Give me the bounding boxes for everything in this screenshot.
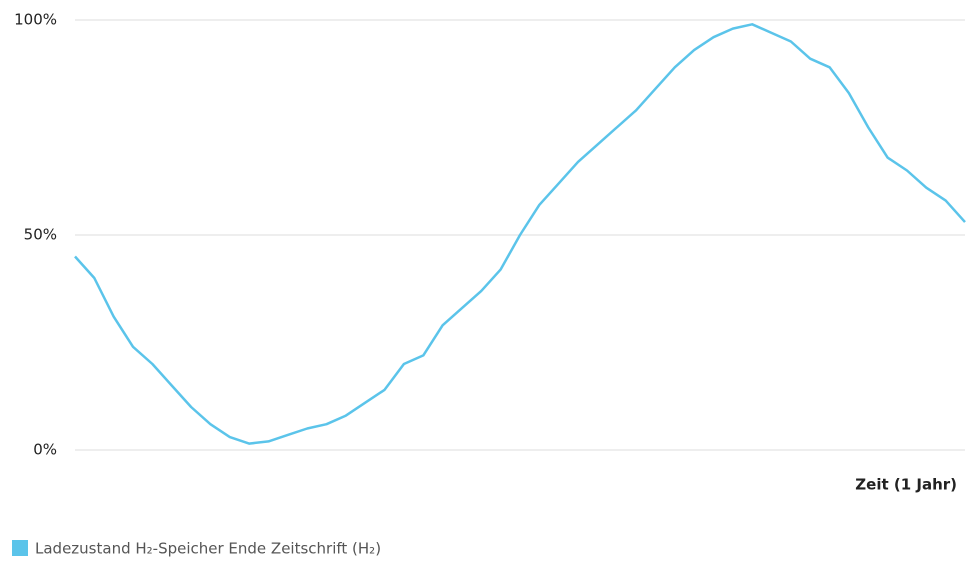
x-axis-label: Zeit (1 Jahr) bbox=[855, 476, 957, 494]
y-tick-label: 100% bbox=[14, 11, 57, 29]
legend-swatch bbox=[12, 540, 28, 556]
y-tick-label: 0% bbox=[33, 441, 57, 459]
legend-label: Ladezustand H₂-Speicher Ende Zeitschrift… bbox=[35, 540, 381, 558]
y-tick-label: 50% bbox=[24, 226, 57, 244]
line bbox=[74, 23, 966, 445]
